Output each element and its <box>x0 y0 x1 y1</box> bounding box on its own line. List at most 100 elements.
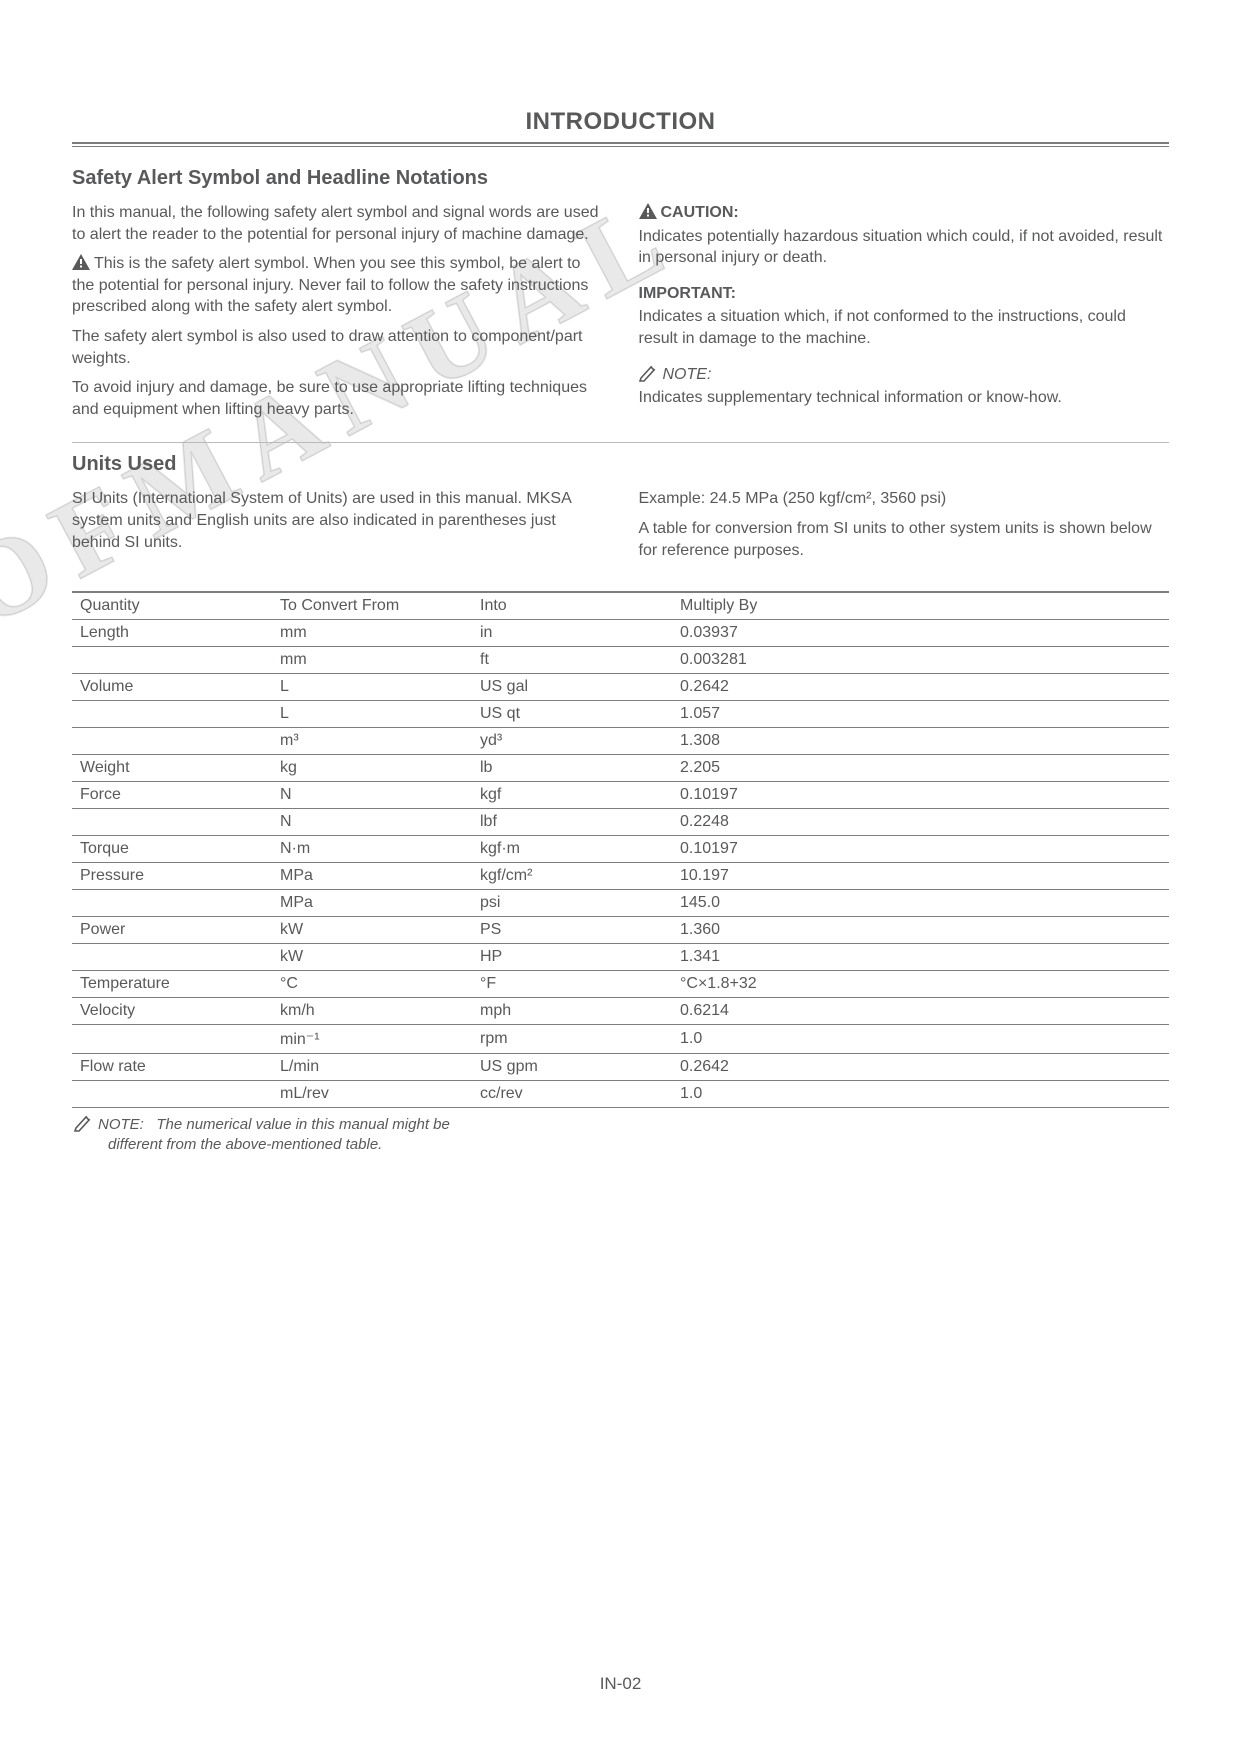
table-cell: min⁻¹ <box>272 1025 472 1054</box>
table-row: Nlbf0.2248 <box>72 809 1169 836</box>
safety-right-col: CAUTION: Indicates potentially hazardous… <box>639 202 1170 428</box>
section-divider <box>72 442 1169 443</box>
table-cell: Volume <box>72 674 272 701</box>
table-cell <box>72 701 272 728</box>
table-cell: MPa <box>272 890 472 917</box>
table-cell: kgf/cm² <box>472 863 672 890</box>
table-cell <box>72 809 272 836</box>
caution-label: CAUTION: <box>661 204 739 221</box>
safety-alert-paragraph: This is the safety alert symbol. When yo… <box>72 253 603 318</box>
table-cell: 1.0 <box>672 1081 1169 1108</box>
table-cell: Velocity <box>72 998 272 1025</box>
safety-columns: In this manual, the following safety ale… <box>72 202 1169 428</box>
table-cell: 1.341 <box>672 944 1169 971</box>
table-cell: Temperature <box>72 971 272 998</box>
table-cell: L/min <box>272 1054 472 1081</box>
table-cell: kW <box>272 944 472 971</box>
pencil-note-icon <box>74 1114 94 1132</box>
table-cell <box>72 647 272 674</box>
safety-lifting-paragraph: To avoid injury and damage, be sure to u… <box>72 377 603 420</box>
table-cell: N·m <box>272 836 472 863</box>
table-row: MPapsi145.0 <box>72 890 1169 917</box>
safety-weight-paragraph: The safety alert symbol is also used to … <box>72 326 603 369</box>
table-row: mL/revcc/rev1.0 <box>72 1081 1169 1108</box>
table-cell: Length <box>72 620 272 647</box>
units-left-col: SI Units (International System of Units)… <box>72 488 603 569</box>
table-header-cell: Multiply By <box>672 592 1169 620</box>
table-row: Flow rateL/minUS gpm0.2642 <box>72 1054 1169 1081</box>
table-row: ForceNkgf0.10197 <box>72 782 1169 809</box>
table-cell: °C×1.8+32 <box>672 971 1169 998</box>
footnote-body-line1: The numerical value in this manual might… <box>156 1116 449 1133</box>
title-rule <box>72 142 1169 147</box>
table-cell <box>72 890 272 917</box>
caution-heading: CAUTION: <box>639 202 1170 224</box>
table-cell: US gal <box>472 674 672 701</box>
table-cell: kgf <box>472 782 672 809</box>
table-row: Weightkglb2.205 <box>72 755 1169 782</box>
table-cell: in <box>472 620 672 647</box>
table-cell: 1.308 <box>672 728 1169 755</box>
table-row: VolumeLUS gal0.2642 <box>72 674 1169 701</box>
table-cell: m³ <box>272 728 472 755</box>
table-cell <box>72 728 272 755</box>
table-row: PressureMPakgf/cm²10.197 <box>72 863 1169 890</box>
safety-alert-text: This is the safety alert symbol. When yo… <box>72 255 588 315</box>
table-cell: kgf·m <box>472 836 672 863</box>
table-cell: km/h <box>272 998 472 1025</box>
table-cell: 2.205 <box>672 755 1169 782</box>
table-cell: 1.0 <box>672 1025 1169 1054</box>
table-header-cell: Into <box>472 592 672 620</box>
important-heading: IMPORTANT: <box>639 283 1170 305</box>
footnote-label: NOTE: <box>98 1116 144 1133</box>
footnote-body-line2: different from the above-mentioned table… <box>74 1135 1169 1155</box>
table-header-row: QuantityTo Convert FromIntoMultiply By <box>72 592 1169 620</box>
note-heading: NOTE: <box>639 364 1170 386</box>
safety-left-col: In this manual, the following safety ale… <box>72 202 603 428</box>
table-cell: Pressure <box>72 863 272 890</box>
table-cell: °F <box>472 971 672 998</box>
table-cell: 0.2248 <box>672 809 1169 836</box>
table-cell: MPa <box>272 863 472 890</box>
table-cell: mph <box>472 998 672 1025</box>
table-cell: 0.003281 <box>672 647 1169 674</box>
table-cell: kW <box>272 917 472 944</box>
table-cell: 0.10197 <box>672 782 1169 809</box>
table-row: TorqueN·mkgf·m0.10197 <box>72 836 1169 863</box>
conversion-table: QuantityTo Convert FromIntoMultiply ByLe… <box>72 591 1169 1108</box>
caution-body: Indicates potentially hazardous situatio… <box>639 226 1170 269</box>
table-row: Lengthmmin0.03937 <box>72 620 1169 647</box>
note-label: NOTE: <box>663 366 712 383</box>
table-cell: 0.6214 <box>672 998 1169 1025</box>
table-cell: 1.057 <box>672 701 1169 728</box>
table-row: Temperature°C°F°C×1.8+32 <box>72 971 1169 998</box>
table-header-cell: To Convert From <box>272 592 472 620</box>
table-cell: L <box>272 701 472 728</box>
table-cell: Weight <box>72 755 272 782</box>
table-cell: yd³ <box>472 728 672 755</box>
table-row: kWHP1.341 <box>72 944 1169 971</box>
units-description: SI Units (International System of Units)… <box>72 488 603 553</box>
table-cell: Power <box>72 917 272 944</box>
table-cell: 0.03937 <box>672 620 1169 647</box>
table-cell: mm <box>272 620 472 647</box>
table-cell: 10.197 <box>672 863 1169 890</box>
table-cell: rpm <box>472 1025 672 1054</box>
table-cell: lb <box>472 755 672 782</box>
table-cell: °C <box>272 971 472 998</box>
table-cell: L <box>272 674 472 701</box>
page-title: INTRODUCTION <box>72 108 1169 142</box>
table-cell: US gpm <box>472 1054 672 1081</box>
table-cell: ft <box>472 647 672 674</box>
table-cell: 0.10197 <box>672 836 1169 863</box>
units-heading: Units Used <box>72 453 1169 476</box>
units-columns: SI Units (International System of Units)… <box>72 488 1169 569</box>
table-row: LUS qt1.057 <box>72 701 1169 728</box>
table-cell <box>72 1025 272 1054</box>
table-cell: cc/rev <box>472 1081 672 1108</box>
table-cell <box>72 1081 272 1108</box>
note-body: Indicates supplementary technical inform… <box>639 387 1170 409</box>
table-cell: kg <box>272 755 472 782</box>
important-label: IMPORTANT: <box>639 285 736 302</box>
table-cell: PS <box>472 917 672 944</box>
